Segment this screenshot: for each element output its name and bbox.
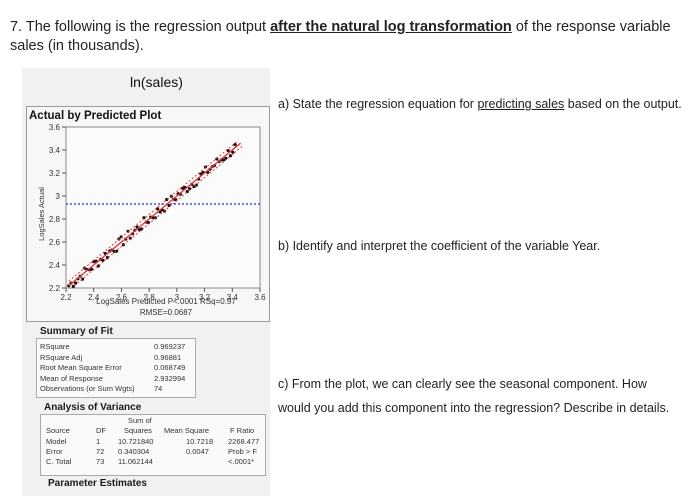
data-point: [74, 281, 78, 285]
anova-box: [40, 414, 266, 476]
x-tick-label: 3.2: [199, 293, 211, 302]
question-title: 7. The following is the regression outpu…: [10, 18, 682, 56]
summary-row-value: 0.068749: [154, 363, 186, 372]
anova-cell-f: Prob > F: [228, 447, 257, 456]
anova-header-ms: Mean Square: [164, 426, 210, 435]
parameter-estimates-title: Parameter Estimates: [48, 478, 147, 489]
x-tick-label: 2.8: [144, 293, 156, 302]
question-a: a) State the regression equation for pre…: [278, 94, 682, 114]
panel-title: ln(sales): [130, 74, 183, 90]
question-c-line2: would you add this component into the re…: [278, 401, 670, 415]
data-point: [115, 249, 119, 253]
data-point: [233, 143, 237, 147]
anova-sum-of: Sum of: [128, 416, 152, 425]
anova-cell-ms: 10.7218: [186, 437, 214, 446]
data-point: [89, 267, 94, 271]
data-point: [71, 284, 75, 288]
x-tick-label: 2.2: [60, 293, 72, 302]
question-prefix: 7. The following is the regression outpu…: [10, 19, 271, 35]
summary-row-value: 0.96881: [154, 352, 182, 362]
question-b: b) Identify and interpret the coefficien…: [278, 239, 601, 253]
data-point: [231, 150, 235, 154]
data-point: [187, 187, 192, 191]
anova-cell-ss: 11.062144: [118, 457, 153, 466]
anova-cell-f: 2268.477: [228, 437, 260, 446]
y-axis-label: LogSales Actual: [37, 187, 46, 241]
x-tick-label: 3.4: [227, 293, 239, 302]
y-tick-label: 3.6: [49, 123, 61, 132]
y-tick-label: 2.2: [49, 284, 61, 293]
data-point: [105, 255, 110, 260]
anova-cell-ss: 0.340304: [118, 447, 150, 456]
y-tick-label: 3.2: [49, 169, 61, 178]
data-point: [140, 227, 144, 231]
anova-cell-df: 73: [96, 457, 105, 466]
question-a-emphasis: predicting sales: [477, 97, 565, 111]
plot-lines: [66, 140, 260, 287]
plot-caption-1: LogSales Predicted P<.0001 RSq=0.97: [96, 297, 236, 306]
question-a-prefix: a) State the regression equation for: [278, 97, 478, 111]
summary-row-label: Mean of Response: [40, 373, 103, 383]
data-point: [101, 258, 105, 262]
anova-cell-ss: 10.721840: [118, 437, 154, 446]
plot-heading: Actual by Predicted Plot: [29, 110, 162, 122]
anova-cell-source: Error: [46, 447, 63, 456]
anova-header-source: Source: [46, 426, 70, 435]
question-c-line1: c) From the plot, we can clearly see the…: [278, 377, 647, 391]
summary-row-label: Root Mean Square Error: [40, 363, 122, 372]
question-emphasis: after the natural log transformation: [270, 19, 512, 35]
summary-row-label: RSquare: [40, 342, 70, 351]
summary-of-fit-title: Summary of Fit: [40, 326, 113, 337]
summary-of-fit-box: [36, 338, 196, 398]
summary-row-label: Observations (or Sum Wgts): [40, 384, 135, 393]
y-tick-label: 3.4: [49, 146, 61, 155]
y-tick-label: 2.8: [49, 215, 61, 224]
summary-row-value: 74: [154, 384, 163, 393]
data-point: [119, 235, 123, 239]
x-tick-label: 3: [175, 293, 180, 302]
x-tick-label: 2.6: [116, 293, 128, 302]
y-tick-label: 3: [56, 192, 61, 201]
question-suffix: of the response variable sales (in thous…: [10, 19, 671, 54]
summary-row-value: 0.969237: [154, 342, 186, 351]
anova-cell-df: 72: [96, 447, 105, 456]
y-tick-label: 2.6: [49, 238, 61, 247]
summary-row-label: RSquare Adj: [40, 352, 83, 362]
anova-header-df: DF: [96, 426, 106, 435]
anova-header-f: F Ratio: [230, 426, 255, 435]
data-point: [224, 156, 228, 160]
data-point: [194, 183, 198, 187]
fit-line: [68, 142, 242, 287]
anova-cell-f: <.0001*: [228, 457, 255, 466]
anova-cell-df: 1: [96, 437, 101, 446]
confidence-lower-line: [73, 145, 244, 287]
data-point: [142, 216, 146, 220]
plot-ticks: 3.6 3.4 3.2 3 2.8 2.6 2.4 2.22.2 2.4 2.6 2.8 3 3.2 3.…: [49, 123, 266, 302]
question-a-suffix: based on the output.: [564, 97, 682, 111]
anova-cell-ms: 0.0047: [186, 447, 209, 456]
anova-title: Analysis of Variance: [44, 402, 142, 413]
x-tick-label: 2.4: [88, 293, 100, 302]
confidence-upper-line: [68, 140, 239, 282]
y-tick-label: 2.4: [49, 261, 61, 270]
summary-row-value: 2.932994: [154, 373, 186, 383]
x-tick-label: 3.6: [254, 293, 266, 302]
data-point: [156, 207, 160, 211]
data-point: [222, 158, 226, 162]
anova-cell-source: C. Total: [46, 457, 72, 466]
plot-caption-2: RMSE=0.0687: [139, 308, 193, 317]
anova-header-ss: Squares: [124, 426, 152, 435]
anova-cell-source: Model: [46, 437, 67, 446]
